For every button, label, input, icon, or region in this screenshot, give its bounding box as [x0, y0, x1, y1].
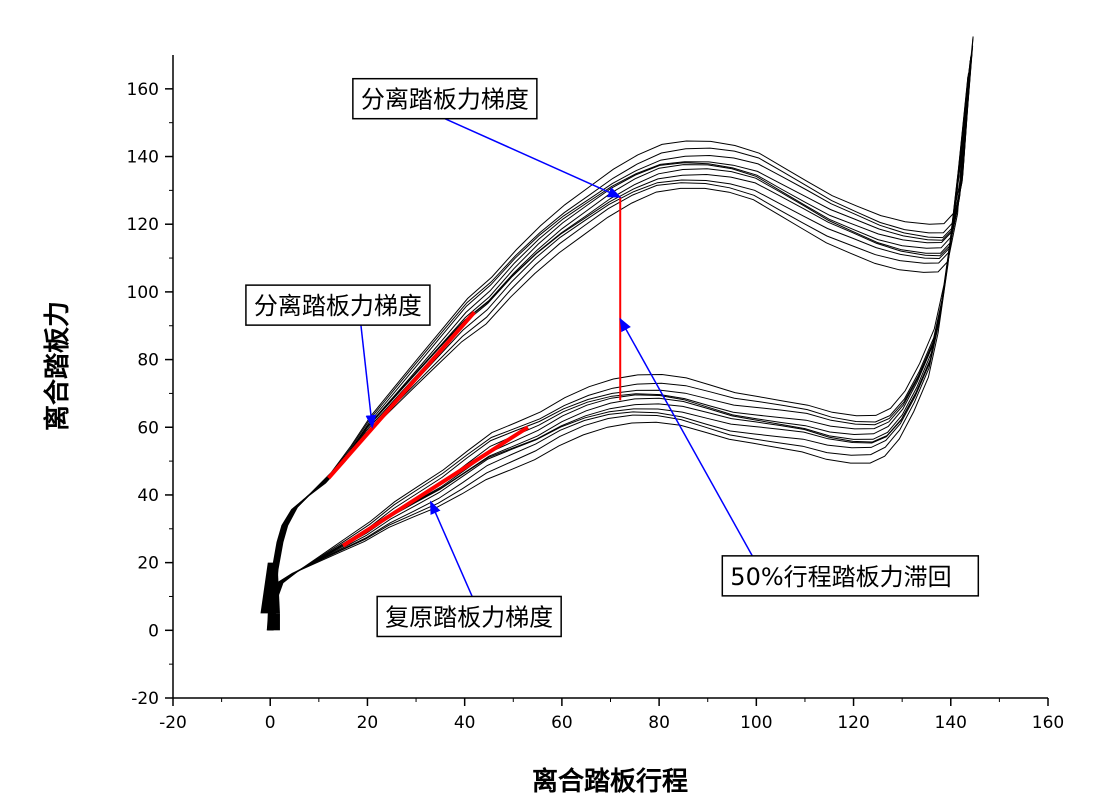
annotation-text-1: 分离踏板力梯度 — [254, 292, 422, 320]
annotation-arrow-1 — [360, 325, 377, 429]
curve-bundle — [260, 36, 974, 631]
y-tick-label-4: 60 — [137, 418, 159, 438]
ticks: -20 0 20 40 60 80 100 120 140 160 -20 0 20 40 60 80 100 1… — [127, 80, 1065, 733]
highlight-lines — [327, 197, 622, 548]
curve-0-trace-1 — [267, 76, 969, 631]
annotation-box-2 — [376, 595, 562, 638]
curve-0-trace-9 — [272, 45, 974, 631]
x-tick-label-9: 160 — [1032, 713, 1064, 733]
annotation-box-3 — [721, 555, 980, 597]
y-tick-label-1: 0 — [148, 621, 159, 641]
y-tick-label-8: 140 — [127, 148, 159, 168]
annotation-box-1 — [245, 284, 431, 326]
y-axis-title: 离合踏板力 — [42, 301, 73, 431]
curve-0-trace-8 — [271, 51, 973, 631]
annotation-arrow-0 — [444, 118, 622, 198]
x-tick-label-7: 120 — [837, 713, 869, 733]
curve-1-trace-3 — [268, 70, 970, 631]
annotation-text-0: 分离踏板力梯度 — [361, 86, 529, 114]
gradient-line-0 — [327, 310, 476, 480]
x-axis-title: 离合踏板行程 — [532, 766, 688, 797]
curve-0-trace-2 — [268, 73, 969, 631]
start-cluster-base — [267, 613, 280, 631]
curve-1-trace-1 — [267, 76, 969, 631]
x-tick-label-6: 100 — [740, 713, 772, 733]
y-tick-label-3: 40 — [137, 486, 159, 506]
x-tick-label-2: 20 — [357, 713, 379, 733]
curve-0-trace-7 — [270, 55, 972, 631]
annotation-box-0 — [352, 77, 538, 120]
annotation-arrow-2 — [429, 500, 473, 597]
y-tick-label-2: 20 — [137, 554, 159, 574]
y-tick-label-9: 160 — [127, 80, 159, 100]
y-tick-label-5: 80 — [137, 351, 159, 371]
x-tick-label-4: 60 — [551, 713, 573, 733]
x-tick-label-0: -20 — [159, 713, 187, 733]
y-tick-label-7: 120 — [127, 215, 159, 235]
annotation-arrow-3 — [619, 317, 753, 557]
y-tick-label-6: 100 — [127, 283, 159, 303]
curve-1-trace-8 — [271, 51, 973, 631]
x-tick-label-3: 40 — [454, 713, 476, 733]
gradient-line-1 — [342, 425, 529, 548]
annotation-text-2: 复原踏板力梯度 — [385, 603, 553, 631]
x-tick-label-5: 80 — [648, 713, 670, 733]
curve-0-trace-10 — [272, 36, 974, 631]
x-tick-label-8: 140 — [935, 713, 967, 733]
curve-1-trace-10 — [272, 36, 974, 631]
y-tick-label-0: -20 — [131, 689, 159, 709]
curve-1-trace-7 — [270, 55, 972, 631]
curve-1-trace-2 — [268, 73, 969, 631]
start-cluster — [260, 562, 280, 614]
curve-1-trace-0 — [266, 84, 968, 631]
curve-0-trace-3 — [268, 70, 970, 631]
curve-1-trace-9 — [272, 45, 974, 631]
x-tick-label-1: 0 — [265, 713, 276, 733]
annotation-text-3: 50%行程踏板力滞回 — [730, 563, 951, 591]
